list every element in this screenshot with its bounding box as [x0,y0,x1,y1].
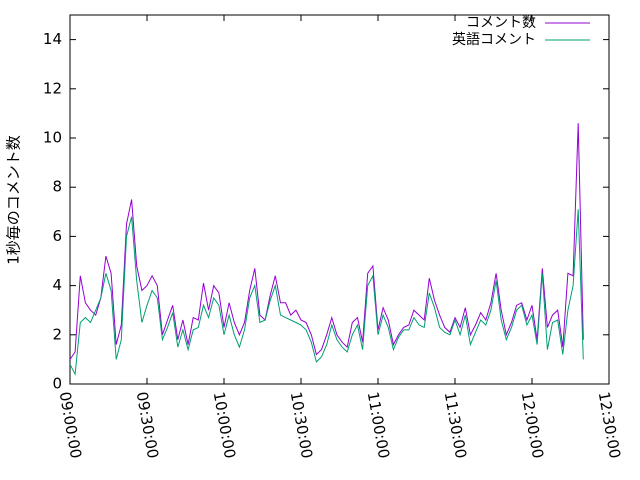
x-tick-label: 09:30:00 [133,390,162,459]
x-tick-label: 11:30:00 [441,390,470,459]
y-tick-label: 0 [52,375,62,393]
series-line [69,123,584,360]
plot-border [69,14,610,385]
x-tick-label: 12:00:00 [518,390,547,459]
y-tick-label: 4 [52,276,62,294]
legend-label: 英語コメント [452,31,536,48]
y-axis-label: 1秒毎のコメント数 [5,135,23,265]
y-tick-label: 14 [43,30,62,48]
y-tick-label: 2 [52,325,62,343]
x-tick-label: 10:00:00 [210,390,239,459]
legend-label: コメント数 [466,15,536,31]
y-tick-label: 6 [52,227,62,245]
x-tick-label: 10:30:00 [287,390,316,459]
y-tick-label: 8 [52,178,62,196]
x-tick-label: 09:00:00 [56,390,85,459]
series-line [69,209,584,376]
x-tick-label: 12:30:00 [595,390,624,459]
y-tick-label: 10 [43,129,62,147]
x-tick-label: 11:00:00 [364,390,393,459]
y-tick-label: 12 [43,79,62,97]
